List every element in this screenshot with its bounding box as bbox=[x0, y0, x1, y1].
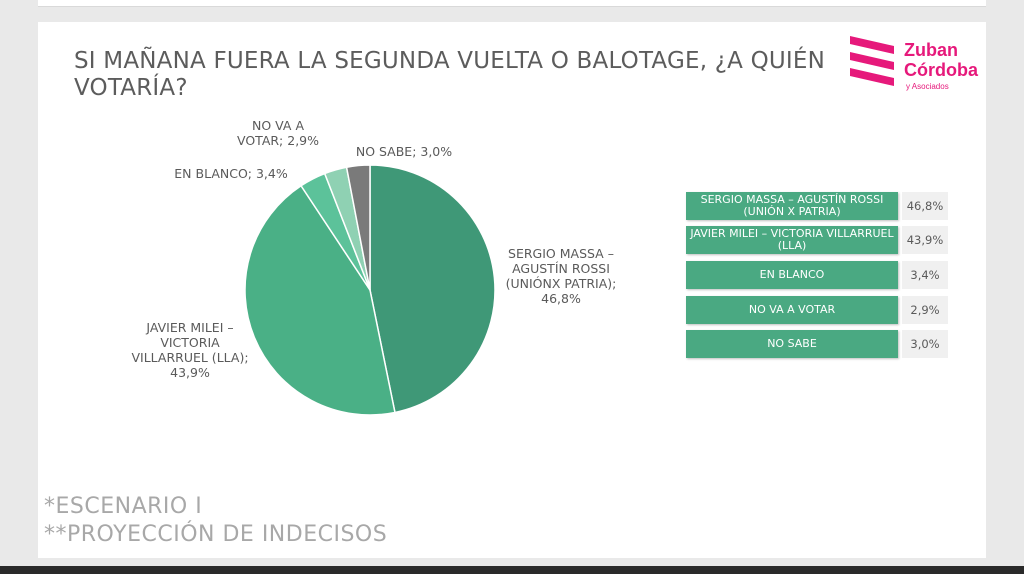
logo-name: Zuban Córdoba bbox=[904, 40, 978, 80]
table-row-value: 3,0% bbox=[902, 330, 948, 358]
pie-label-massa: SERGIO MASSA – AGUSTÍN ROSSI (UNIÓNX PAT… bbox=[505, 246, 617, 306]
logo-subtitle: y Asociados bbox=[906, 82, 949, 91]
pie-slice-no-sabe bbox=[345, 164, 371, 291]
table-row-value: 46,8% bbox=[902, 192, 948, 220]
logo-name-line1: Zuban bbox=[904, 40, 958, 60]
table-row: NO VA A VOTAR 2,9% bbox=[686, 296, 948, 324]
slide: SI MAÑANA FUERA LA SEGUNDA VUELTA O BALO… bbox=[38, 22, 986, 558]
logo-stripes-icon bbox=[850, 36, 894, 86]
table-row: JAVIER MILEI – VICTORIA VILLARRUEL (LLA)… bbox=[686, 226, 948, 254]
table-row-value: 3,4% bbox=[902, 261, 948, 289]
table-row-label: NO SABE bbox=[686, 330, 898, 358]
table-row-label: NO VA A VOTAR bbox=[686, 296, 898, 324]
pie-label-no-sabe: NO SABE; 3,0% bbox=[355, 144, 453, 159]
footnote-scenario: *ESCENARIO I bbox=[44, 494, 203, 519]
pie-label-milei: JAVIER MILEI – VICTORIA VILLARRUEL (LLA)… bbox=[131, 320, 249, 380]
pie-label-en-blanco: EN BLANCO; 3,4% bbox=[174, 166, 288, 181]
table-row: EN BLANCO 3,4% bbox=[686, 261, 948, 289]
pie-chart bbox=[244, 164, 496, 416]
company-logo: Zuban Córdoba y Asociados bbox=[844, 30, 984, 96]
table-row: NO SABE 3,0% bbox=[686, 330, 948, 358]
chart-title: SI MAÑANA FUERA LA SEGUNDA VUELTA O BALO… bbox=[74, 48, 826, 101]
top-strip bbox=[38, 0, 986, 7]
logo-name-line2: Córdoba bbox=[904, 60, 978, 80]
pie-slice-milei bbox=[244, 184, 396, 416]
table-row-value: 43,9% bbox=[902, 226, 948, 254]
pie-slice-massa bbox=[369, 164, 496, 414]
table-row-value: 2,9% bbox=[902, 296, 948, 324]
table-row: SERGIO MASSA – AGUSTÍN ROSSI (UNIÓN X PA… bbox=[686, 192, 948, 220]
footnote-projection: **PROYECCIÓN DE INDECISOS bbox=[44, 522, 388, 547]
table-row-label: SERGIO MASSA – AGUSTÍN ROSSI (UNIÓN X PA… bbox=[686, 192, 898, 220]
pie-label-no-va-a-votar: NO VA A VOTAR; 2,9% bbox=[236, 118, 319, 148]
table-row-label: JAVIER MILEI – VICTORIA VILLARRUEL (LLA) bbox=[686, 226, 898, 254]
table-row-label: EN BLANCO bbox=[686, 261, 898, 289]
bottom-bar bbox=[0, 566, 1024, 574]
